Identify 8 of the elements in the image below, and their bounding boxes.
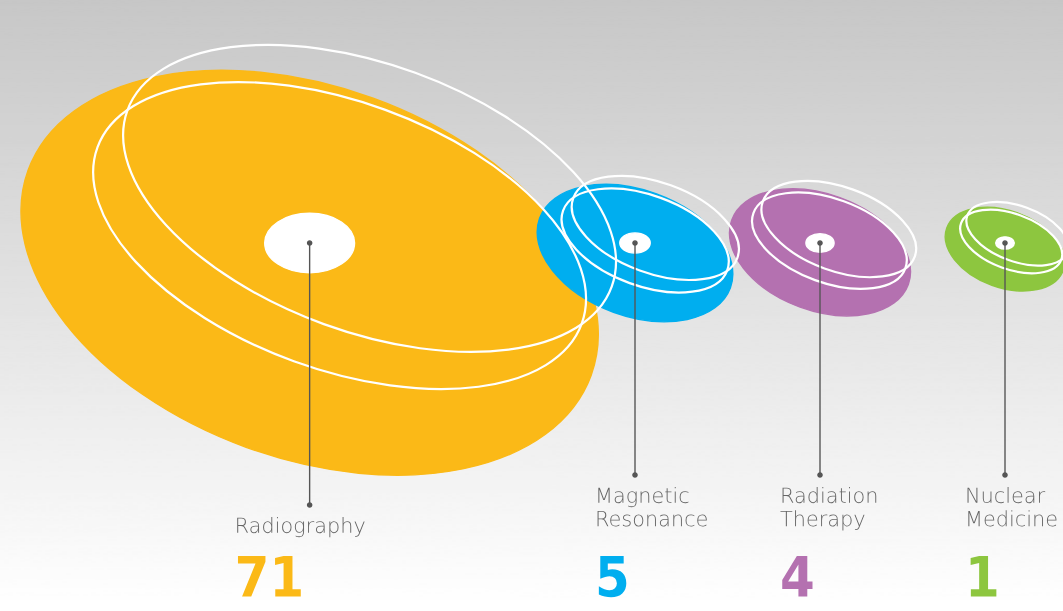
category-label: Radiography bbox=[237, 517, 365, 538]
category-label: Radiation Therapy bbox=[780, 487, 877, 531]
category-label: Magnetic Resonance bbox=[597, 487, 707, 527]
data-label: 71 bbox=[237, 555, 301, 597]
data-label: 5 bbox=[598, 555, 627, 598]
category-label: Nuclear Medicine bbox=[967, 487, 1057, 527]
data-label: 1 bbox=[970, 555, 997, 597]
data-label: 4 bbox=[782, 555, 813, 597]
